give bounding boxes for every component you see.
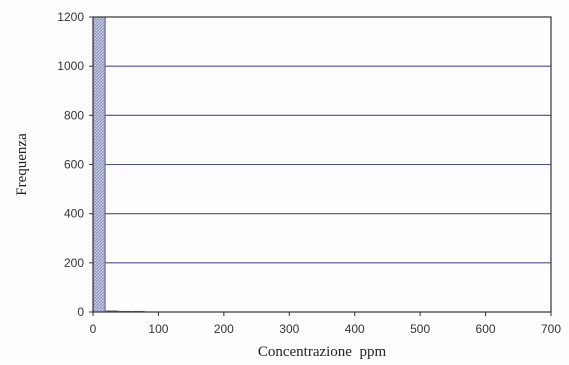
xtick-label-700: 700 [541, 322, 561, 336]
ytick-label-400: 400 [64, 207, 84, 221]
y-axis-title: Frequenza [14, 133, 30, 196]
xtick-label-300: 300 [279, 322, 299, 336]
x-axis-ticks: 0 100 200 300 400 500 600 700 [90, 312, 561, 336]
xtick-label-600: 600 [476, 322, 496, 336]
ytick-label-0: 0 [77, 305, 84, 319]
xtick-label-0: 0 [90, 322, 97, 336]
ytick-label-600: 600 [64, 158, 84, 172]
ytick-label-800: 800 [64, 108, 84, 122]
ytick-label-1000: 1000 [57, 59, 84, 73]
xtick-label-100: 100 [148, 322, 168, 336]
xtick-label-500: 500 [410, 322, 430, 336]
y-axis-ticks: 0 200 400 600 800 1000 1200 [57, 10, 93, 319]
x-axis-title: Concentrazione ppm [258, 344, 387, 360]
grid-lines [93, 65, 551, 264]
bar-bin-0-20 [92, 16, 106, 313]
ytick-label-1200: 1200 [57, 10, 84, 24]
ytick-label-200: 200 [64, 256, 84, 270]
xtick-label-200: 200 [214, 322, 234, 336]
xtick-label-400: 400 [345, 322, 365, 336]
